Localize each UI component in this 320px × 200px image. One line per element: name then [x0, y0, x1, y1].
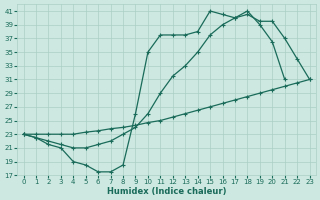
X-axis label: Humidex (Indice chaleur): Humidex (Indice chaleur) [107, 187, 226, 196]
